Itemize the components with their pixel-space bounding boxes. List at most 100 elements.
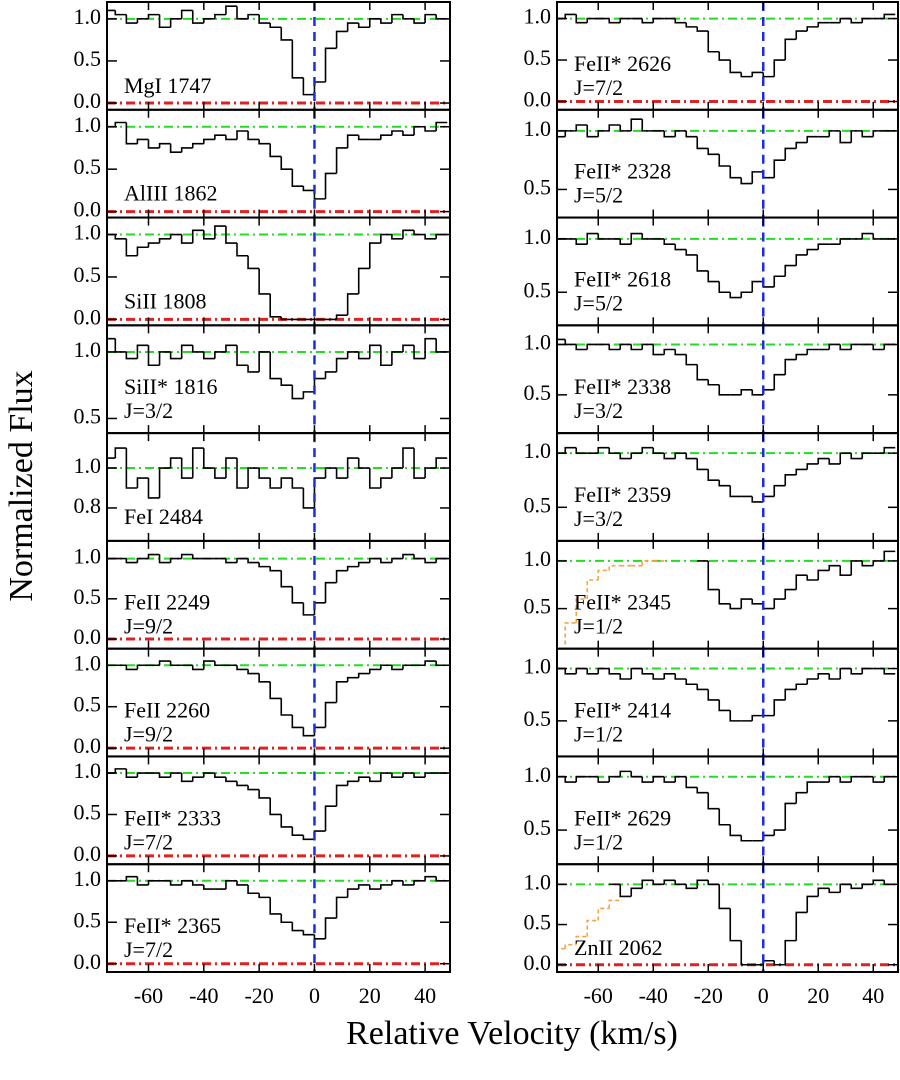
flux-step xyxy=(773,829,786,836)
flux-step xyxy=(685,884,698,890)
flux-step xyxy=(280,698,293,716)
flux-step xyxy=(180,553,193,559)
ion-label: FeII* 2333 xyxy=(124,805,221,830)
flux-step xyxy=(280,570,293,588)
flux-step xyxy=(718,281,731,294)
flux-step xyxy=(357,776,370,782)
panel xyxy=(106,863,451,974)
flux-step xyxy=(236,781,249,787)
panel-plot xyxy=(107,433,450,541)
flux-step xyxy=(291,826,304,837)
flux-step xyxy=(214,225,226,239)
flux-step xyxy=(402,880,415,886)
y-tick-label: 1.0 xyxy=(524,762,552,787)
flux-step xyxy=(424,126,437,132)
flux-step xyxy=(652,775,665,783)
flux-step xyxy=(357,672,370,678)
flux-step xyxy=(391,773,403,778)
flux-step xyxy=(136,876,149,886)
flux-step xyxy=(619,125,632,132)
flux-step xyxy=(883,13,896,19)
panel xyxy=(106,1,451,111)
flux-step xyxy=(707,270,720,283)
y-tick-label: 0.5 xyxy=(74,154,102,179)
flux-step xyxy=(795,911,808,941)
flux-step xyxy=(335,147,348,174)
flux-step xyxy=(424,558,437,564)
flux-step xyxy=(335,569,348,583)
panel-plot xyxy=(107,325,450,434)
flux-step xyxy=(663,348,676,355)
flux-step xyxy=(784,939,797,965)
flux-step xyxy=(872,130,885,137)
flux-step xyxy=(402,130,415,137)
flux-step xyxy=(685,354,698,366)
flux-step xyxy=(685,776,698,789)
flux-step xyxy=(641,446,654,454)
flux-step xyxy=(707,379,720,386)
flux-step xyxy=(619,770,632,777)
panel-frame xyxy=(556,863,899,974)
flux-step xyxy=(258,673,271,683)
flux-step xyxy=(729,824,742,837)
flux-step xyxy=(564,776,577,783)
flux-step xyxy=(269,293,282,318)
flux-step xyxy=(707,792,720,810)
flux-step xyxy=(247,785,260,791)
flux-step xyxy=(828,130,841,137)
flux-step xyxy=(380,134,392,140)
flux-step xyxy=(828,343,841,350)
flux-step xyxy=(696,879,709,889)
flux-step xyxy=(663,776,676,783)
panel xyxy=(106,539,451,650)
flux-step xyxy=(136,344,149,359)
flux-step xyxy=(861,232,874,239)
y-tick-label: 1.0 xyxy=(74,220,102,245)
flux-step xyxy=(773,275,786,287)
flux-step xyxy=(718,808,731,826)
flux-step xyxy=(225,880,238,890)
flux-step xyxy=(346,293,359,316)
flux-step xyxy=(652,880,665,886)
flux-step xyxy=(258,268,271,295)
flux-step xyxy=(391,234,403,240)
flux-step xyxy=(828,458,841,465)
flux-step xyxy=(269,681,282,700)
flux-step xyxy=(114,234,127,240)
flux-step xyxy=(203,448,215,469)
flux-step xyxy=(258,789,271,799)
flux-step xyxy=(641,18,654,24)
flux-step xyxy=(729,603,742,610)
flux-step xyxy=(302,391,315,399)
panel xyxy=(106,647,451,758)
flux-step xyxy=(424,660,437,666)
flux-step xyxy=(136,772,149,778)
flux-step xyxy=(861,883,874,889)
flux-step xyxy=(335,784,348,807)
flux-step xyxy=(125,238,138,257)
blend-step xyxy=(597,569,610,580)
x-tick-label: 20 xyxy=(359,983,381,1008)
flux-step xyxy=(663,238,676,246)
flux-step xyxy=(575,14,588,24)
flux-step xyxy=(114,768,127,774)
flux-step xyxy=(608,775,621,783)
flux-step xyxy=(247,130,260,141)
flux-step xyxy=(324,581,337,603)
flux-step xyxy=(247,467,260,488)
flux-step xyxy=(729,166,742,179)
flux-step xyxy=(324,172,337,199)
flux-step xyxy=(225,5,238,15)
flux-step xyxy=(784,474,797,486)
flux-step xyxy=(751,71,764,77)
flux-step xyxy=(413,230,426,236)
flux-step xyxy=(402,229,415,239)
y-tick-label: 0.5 xyxy=(74,262,102,287)
x-axis-title: Relative Velocity (km/s) xyxy=(346,1015,678,1052)
flux-step xyxy=(839,130,852,144)
flux-step xyxy=(586,17,599,23)
flux-step xyxy=(302,77,315,96)
flux-step xyxy=(391,13,403,24)
flux-step xyxy=(762,388,775,395)
flux-step xyxy=(806,26,819,32)
